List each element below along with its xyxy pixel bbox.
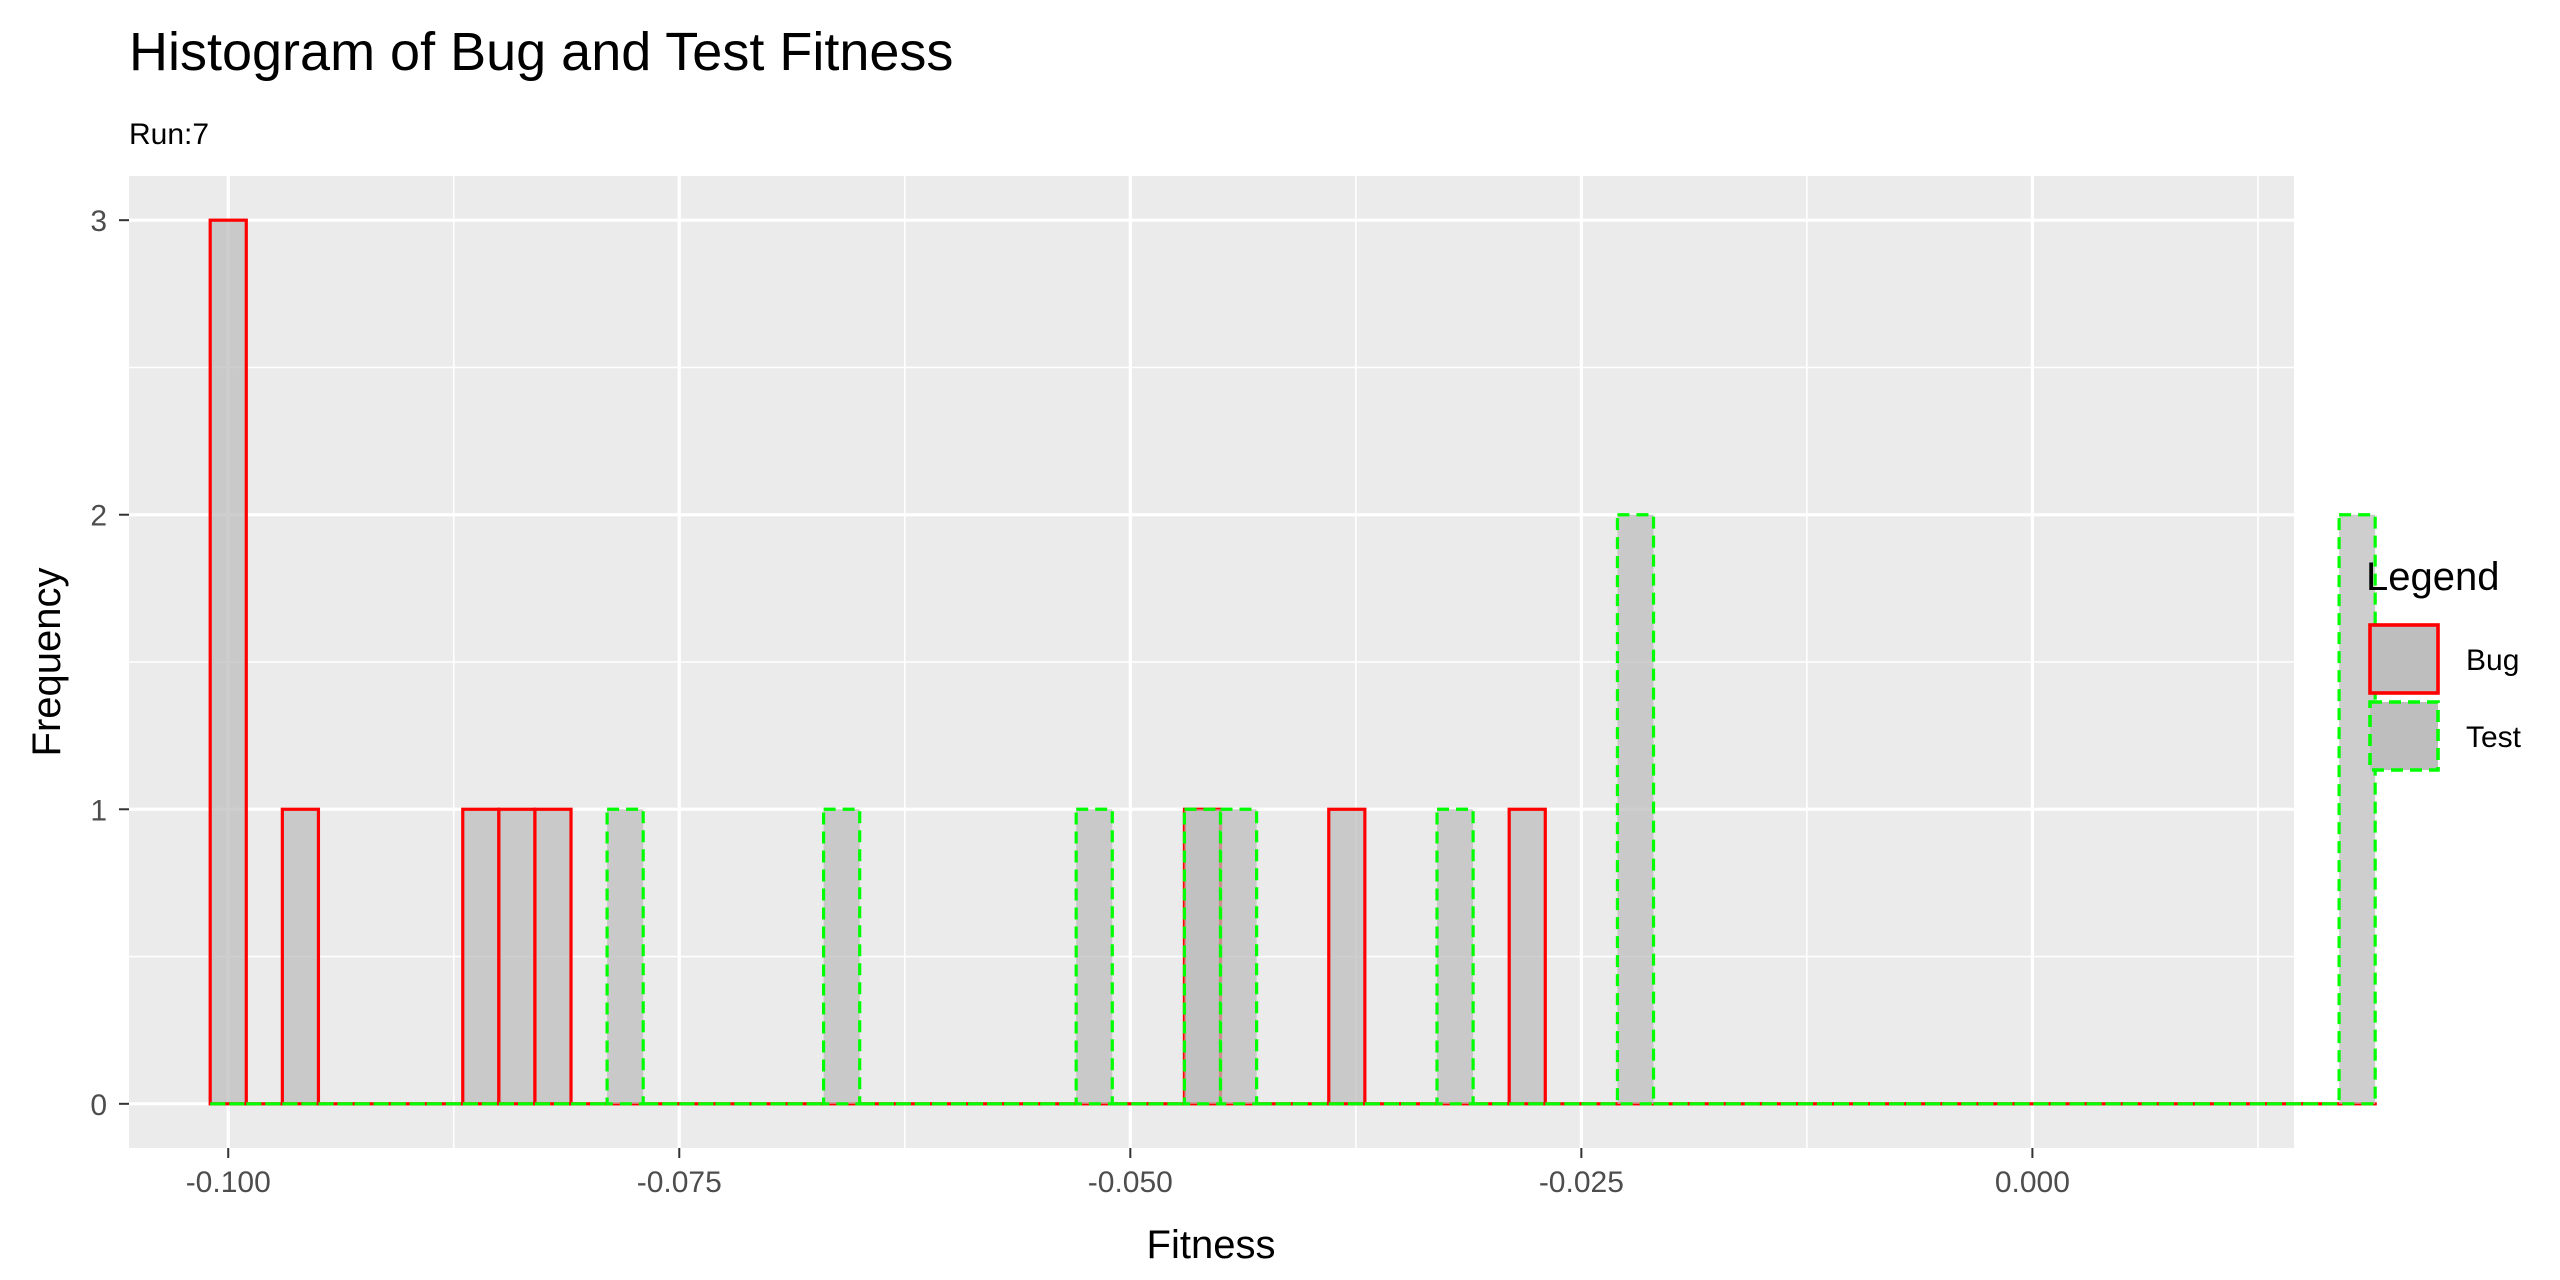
histogram-bar-bug [208, 218, 248, 1106]
chart-subtitle: Run:7 [129, 118, 209, 151]
legend-key-test [2368, 700, 2440, 772]
histogram-bar-test [1074, 807, 1114, 1106]
histogram-bar-test [1218, 807, 1259, 1106]
y-tick-label: 3 [90, 205, 107, 238]
legend-label-bug: Bug [2466, 644, 2519, 677]
legend-label-test: Test [2466, 721, 2522, 754]
histogram-bar-test [1615, 513, 1656, 1106]
legend: Legend Bug Test [2366, 555, 2522, 772]
histogram-bar-test [822, 807, 862, 1106]
x-tick-label: 0.000 [1995, 1166, 2070, 1199]
legend-title: Legend [2366, 555, 2499, 599]
histogram-bar-bug [1327, 807, 1367, 1106]
histogram-bar-bug [533, 807, 573, 1106]
histogram-bar-bug [497, 807, 537, 1106]
x-tick-label: -0.050 [1088, 1166, 1173, 1199]
histogram-bar-bug [280, 807, 321, 1106]
x-tick-label: -0.025 [1539, 1166, 1624, 1199]
y-tick-label: 1 [90, 794, 107, 827]
chart-title: Histogram of Bug and Test Fitness [129, 22, 953, 82]
axes: -0.100 -0.075 -0.050 -0.025 0.000 0 1 2 3 [90, 205, 2070, 1199]
histogram-bar-test [605, 807, 645, 1106]
y-tick-label: 2 [90, 500, 107, 533]
histogram-bar-test [2337, 513, 2377, 1106]
y-axis-title: Frequency [25, 568, 69, 757]
histogram-bars [208, 218, 2377, 1106]
histogram-bar-bug [461, 807, 501, 1106]
histogram-bar-test [1435, 807, 1475, 1106]
histogram-bar-test [1182, 807, 1223, 1106]
histogram-bar-bug [1507, 807, 1547, 1106]
x-tick-label: -0.100 [186, 1166, 271, 1199]
x-axis-title: Fitness [1147, 1223, 1276, 1267]
legend-key-bug [2368, 623, 2440, 695]
x-tick-label: -0.075 [637, 1166, 722, 1199]
y-tick-label: 0 [90, 1089, 107, 1122]
